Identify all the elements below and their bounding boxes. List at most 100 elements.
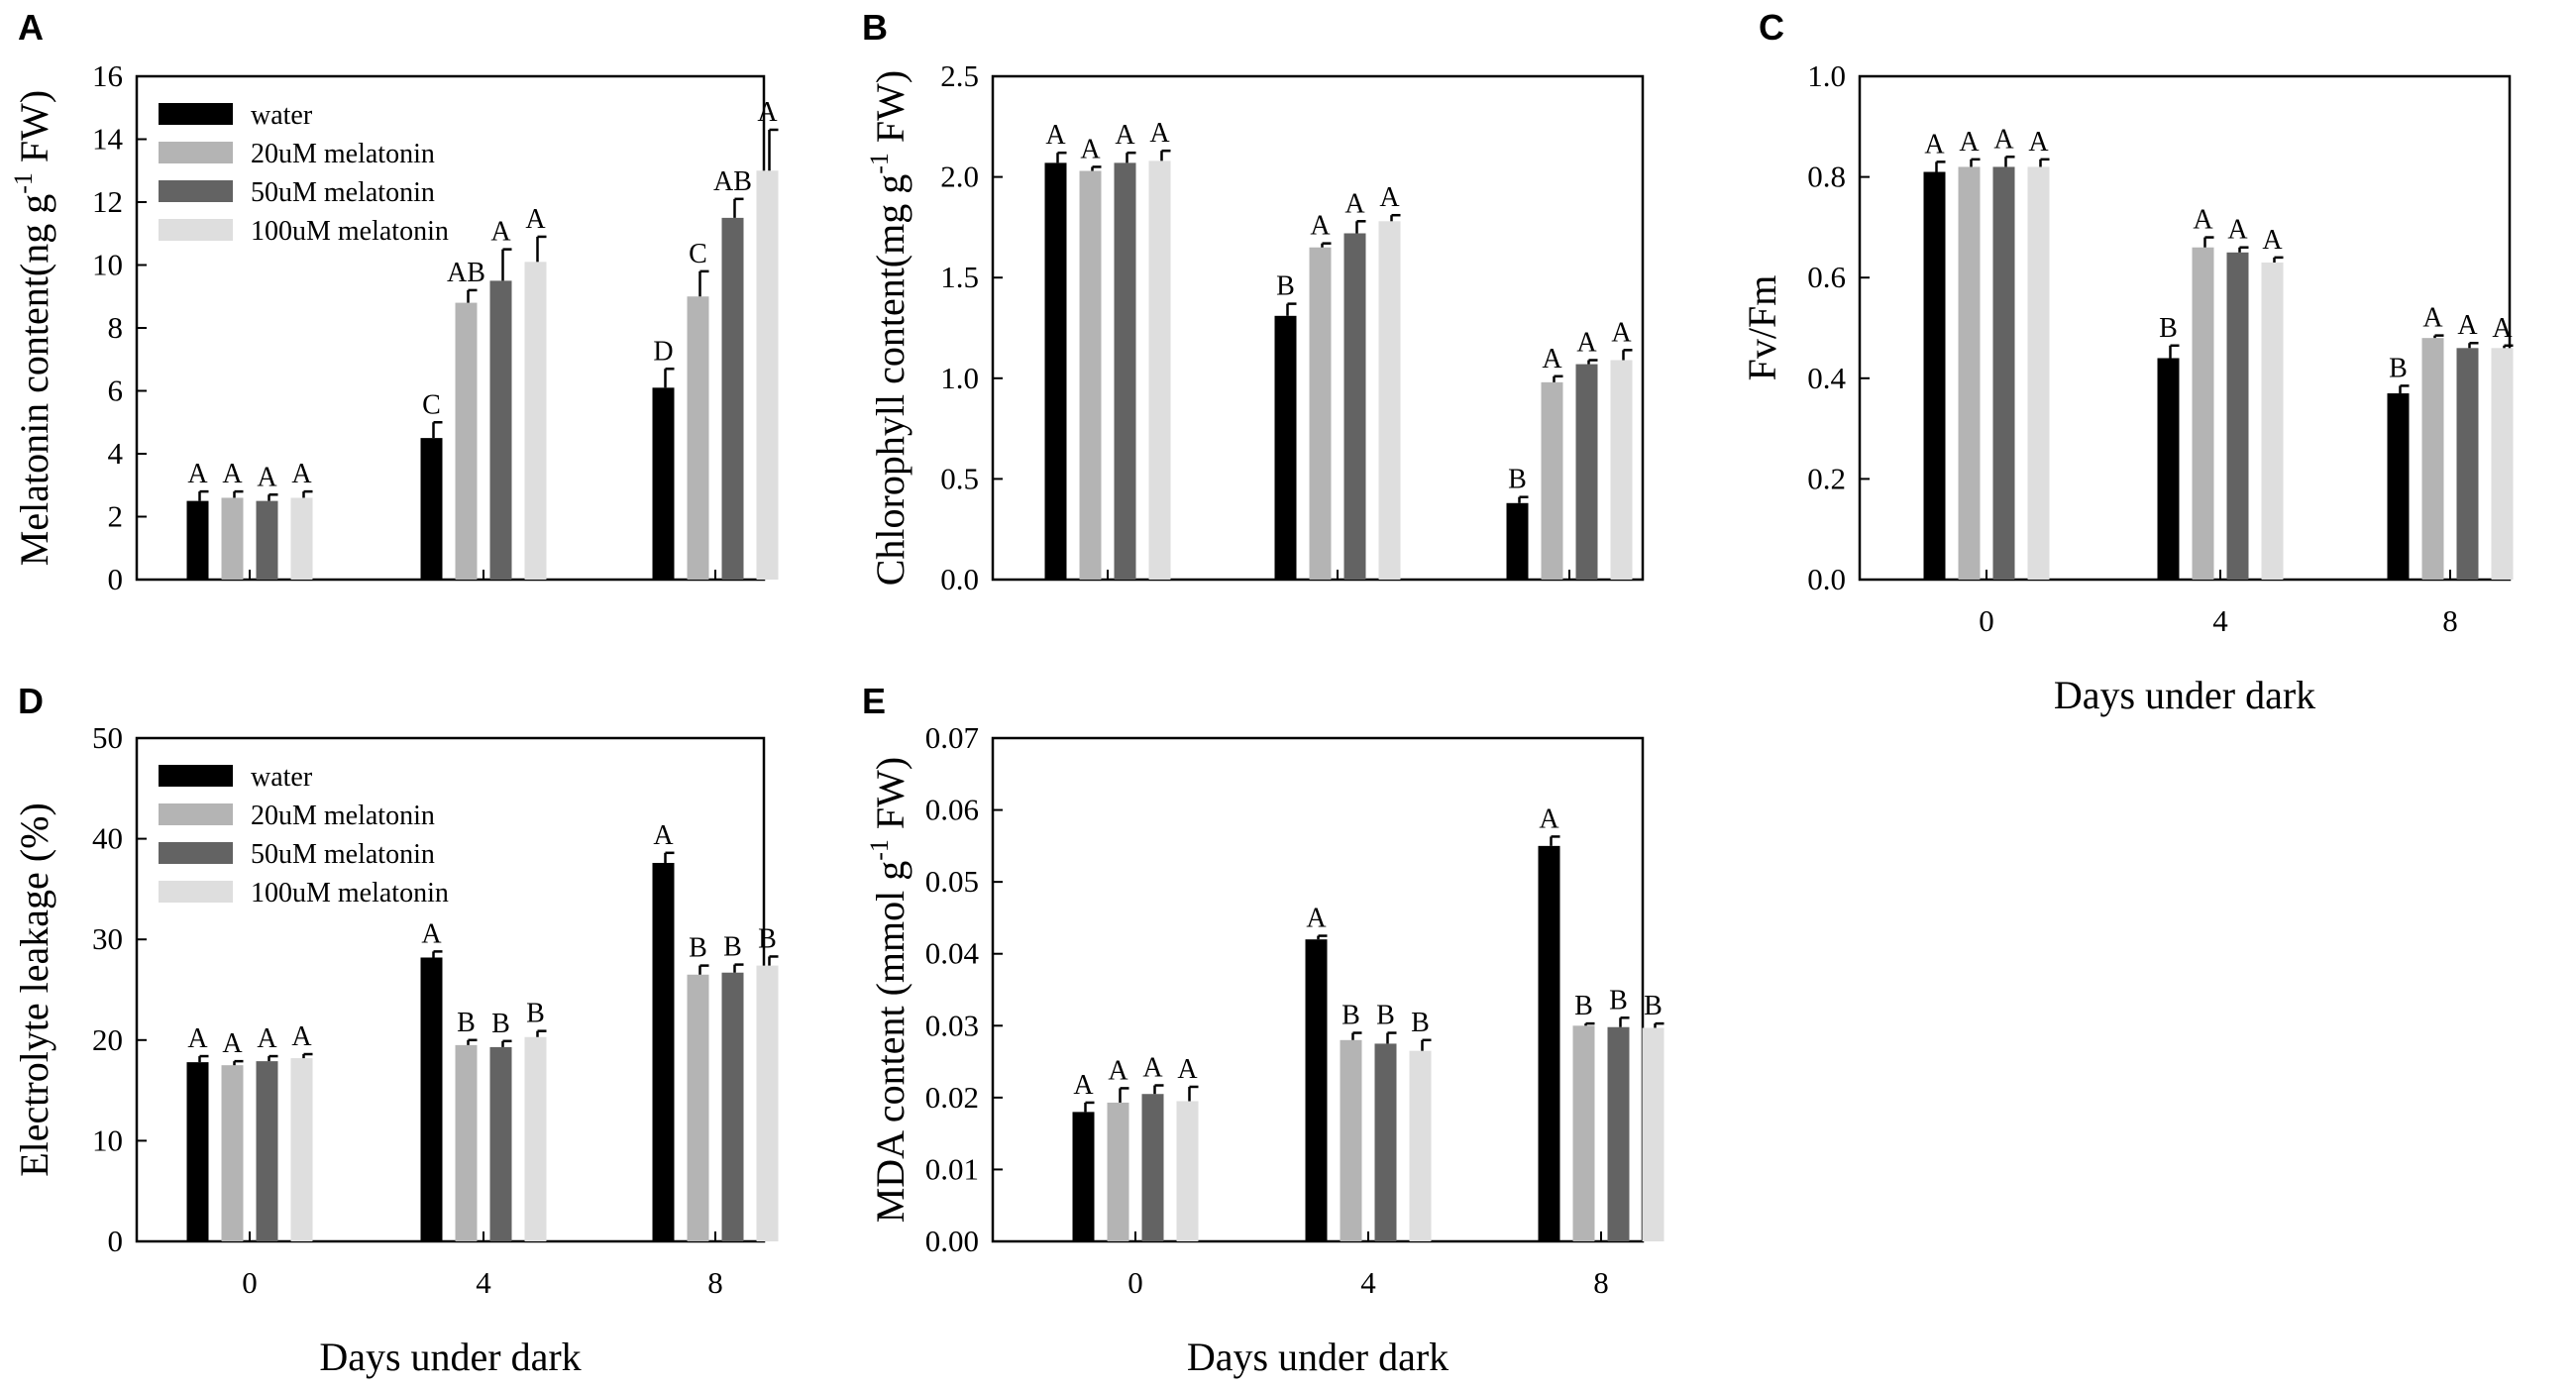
bar [2261, 262, 2284, 580]
x-tick-label: 8 [707, 1265, 723, 1300]
significance-label: A [1149, 118, 1170, 149]
significance-label: A [1115, 120, 1135, 151]
significance-label: A [222, 1028, 243, 1059]
significance-label: A [2457, 310, 2478, 341]
bar [2226, 252, 2249, 581]
y-axis-title-unit: FW) [12, 90, 56, 172]
significance-label: A [1542, 344, 1562, 374]
significance-label: A [525, 204, 546, 235]
y-tick-label: 16 [92, 58, 123, 93]
x-axis-title: Days under dark [2054, 673, 2315, 717]
bar [186, 500, 209, 580]
x-tick-label: 4 [476, 1265, 491, 1300]
panel-letter: C [1759, 7, 1784, 48]
bar [1148, 160, 1171, 580]
significance-label: AB [713, 166, 752, 197]
significance-label: A [1379, 182, 1400, 213]
y-tick-label: 12 [92, 184, 123, 219]
significance-label: B [491, 1009, 510, 1039]
y-tick-label: 0.0 [1807, 562, 1846, 596]
y-tick-label: 0.2 [1807, 461, 1846, 495]
significance-label: A [2492, 313, 2513, 344]
bar [1072, 1112, 1095, 1241]
significance-label: A [1310, 211, 1331, 242]
significance-label: A [1539, 803, 1559, 834]
y-axis-title-text: MDA content (mmol g [868, 861, 912, 1224]
bar [2157, 358, 2180, 580]
significance-label: A [653, 820, 674, 851]
x-axis-title: Days under dark [1187, 1335, 1449, 1379]
significance-label: B [2389, 353, 2408, 383]
significance-label: A [1344, 188, 1365, 219]
significance-label: A [490, 217, 511, 248]
bar [1642, 1027, 1664, 1241]
bar [1176, 1101, 1199, 1241]
legend-swatch [159, 219, 233, 241]
y-tick-label: 0 [108, 562, 124, 596]
legend-label: 100uM melatonin [251, 216, 449, 247]
bar [1958, 166, 1981, 580]
bar [1274, 315, 1297, 580]
y-tick-label: 50 [92, 720, 123, 755]
y-tick-label: 0 [108, 1224, 124, 1258]
bar [221, 497, 244, 580]
y-axis-title-superscript: -1 [865, 153, 894, 174]
y-tick-label: 0.04 [925, 936, 980, 971]
x-tick-label: 4 [2212, 603, 2228, 638]
significance-label: A [2422, 303, 2443, 334]
bar [420, 438, 443, 580]
legend-label: water [251, 100, 313, 131]
bar [1607, 1026, 1630, 1241]
significance-label: A [1177, 1054, 1198, 1085]
bar [1343, 233, 1366, 580]
bar [756, 965, 779, 1241]
x-tick-label: 0 [242, 1265, 258, 1300]
significance-label: C [422, 389, 441, 420]
y-tick-label: 1.0 [940, 361, 979, 395]
significance-label: A [291, 1021, 312, 1052]
panel-b: B0.00.51.01.52.02.5ABBAAAAAAAAAChlorophy… [862, 7, 1645, 596]
y-tick-label: 0.6 [1807, 260, 1846, 294]
significance-label: A [1924, 129, 1945, 160]
bar [2192, 247, 2214, 580]
significance-label: A [757, 97, 778, 128]
significance-label: A [2227, 215, 2248, 246]
y-tick-label: 10 [92, 1122, 123, 1157]
significance-label: B [1276, 271, 1295, 302]
y-tick-label: 0.5 [940, 461, 979, 495]
y-tick-label: 8 [108, 310, 124, 345]
bar [1992, 166, 2015, 580]
y-tick-label: 0.01 [925, 1151, 979, 1186]
panel-letter: B [862, 7, 888, 48]
y-tick-label: 30 [92, 921, 123, 956]
legend-label: 20uM melatonin [251, 801, 435, 831]
plot-frame [1858, 74, 2512, 582]
y-tick-label: 40 [92, 821, 123, 856]
significance-label: B [457, 1008, 476, 1038]
significance-label: A [1080, 134, 1101, 164]
bar [221, 1065, 244, 1241]
bar [1409, 1050, 1432, 1241]
bar [420, 957, 443, 1241]
y-tick-label: 4 [108, 436, 124, 471]
y-axis-title: Fv/Fm [1740, 275, 1784, 381]
bar [756, 170, 779, 580]
significance-label: B [1574, 991, 1593, 1021]
x-tick-label: 8 [1593, 1265, 1609, 1300]
bar [186, 1062, 209, 1241]
significance-label: B [2159, 313, 2178, 344]
bar [1141, 1094, 1164, 1241]
y-tick-label: 1.0 [1807, 58, 1846, 93]
x-tick-label: 8 [2442, 603, 2458, 638]
significance-label: A [1993, 124, 2014, 155]
significance-label: A [1142, 1053, 1163, 1084]
bar [652, 387, 675, 580]
y-tick-label: 20 [92, 1022, 123, 1057]
significance-label: A [1045, 120, 1066, 151]
y-axis-title-text: Melatonin content(ng g [12, 194, 56, 566]
panel-e: E0.000.010.020.030.040.050.060.070 4 8AAAA… [862, 681, 1664, 1379]
bar [687, 974, 709, 1241]
